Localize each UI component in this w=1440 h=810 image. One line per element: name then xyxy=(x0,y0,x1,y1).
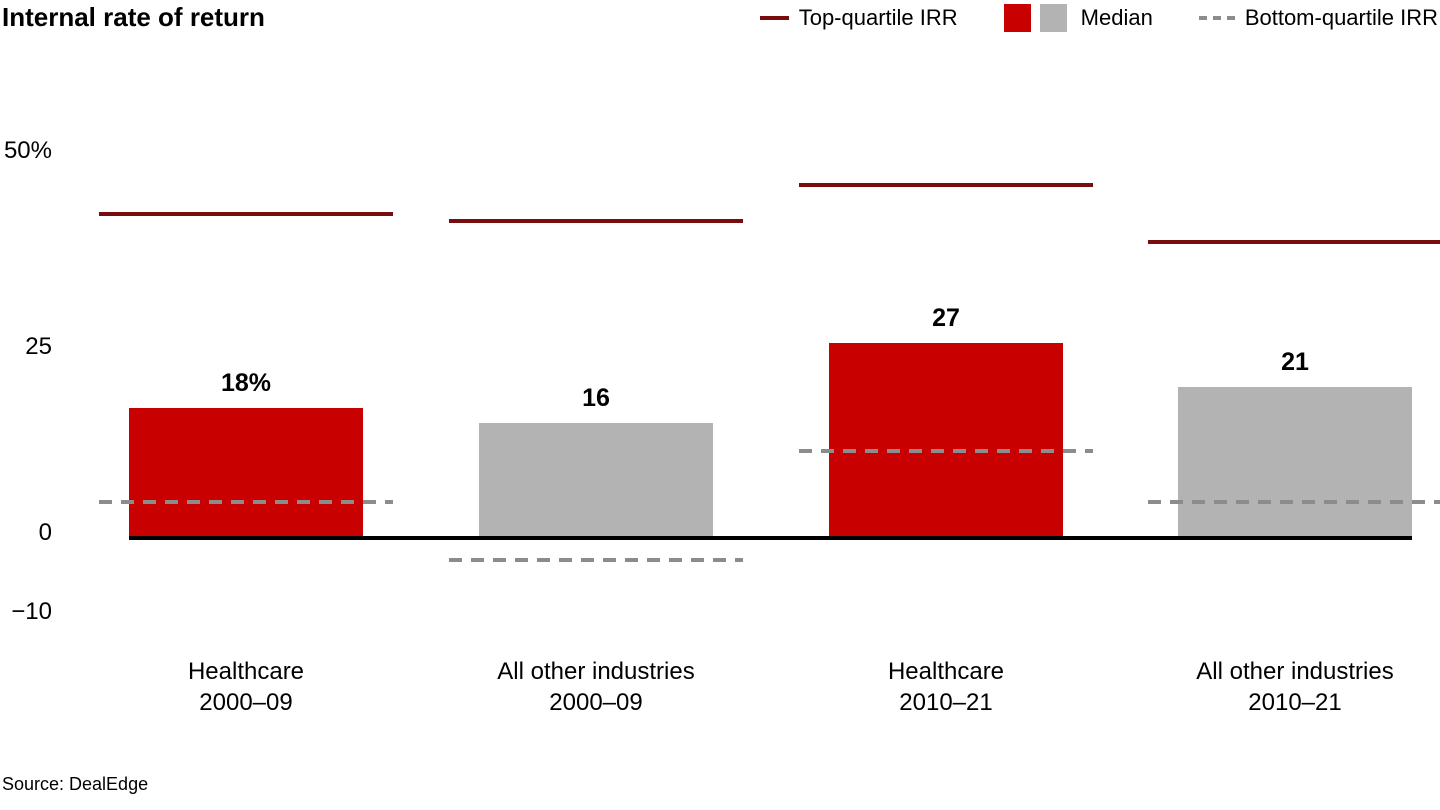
y-axis-tick-label: 0 xyxy=(38,519,52,546)
legend-label-bottom-quartile: Bottom-quartile IRR xyxy=(1244,5,1438,30)
x-axis-baseline xyxy=(129,536,1412,540)
category-label: Healthcare 2000–09 xyxy=(86,656,406,718)
legend-item-bottom-quartile: Bottom-quartile IRR xyxy=(1198,5,1438,31)
top-quartile-line xyxy=(799,182,1093,187)
bottom-quartile-dash-icon xyxy=(1198,16,1235,20)
category-label: All other industries 2010–21 xyxy=(1135,656,1440,718)
median-bar xyxy=(1178,386,1412,538)
category-label-line1: Healthcare xyxy=(887,658,1005,685)
category-label-line2: 2010–21 xyxy=(899,689,993,716)
median-healthcare-swatch-icon xyxy=(1003,4,1031,32)
legend-label-median: Median xyxy=(1080,5,1153,30)
y-axis-tick-label: 50% xyxy=(3,137,52,164)
source-note: Source: DealEdge xyxy=(2,774,149,794)
category-label-line2: 2010–21 xyxy=(1248,689,1342,716)
median-value-label: 27 xyxy=(932,304,960,333)
legend-item-median: Median xyxy=(1003,4,1153,32)
y-axis-tick-label: −10 xyxy=(11,598,52,625)
top-quartile-line xyxy=(449,218,743,223)
median-value-label: 18% xyxy=(220,369,272,398)
median-bar xyxy=(829,343,1063,538)
category-label-line2: 2000–09 xyxy=(199,689,293,716)
category-label-line1: All other industries xyxy=(1196,658,1394,685)
legend-label-top-quartile: Top-quartile IRR xyxy=(798,5,958,30)
category-label-line1: Healthcare xyxy=(187,658,305,685)
y-axis-tick-label: 25 xyxy=(25,333,52,360)
legend-item-top-quartile: Top-quartile IRR xyxy=(759,5,958,31)
top-quartile-line xyxy=(1148,240,1440,245)
chart-title: Internal rate of return xyxy=(2,2,265,32)
bottom-quartile-line xyxy=(1148,499,1440,504)
bottom-quartile-line xyxy=(99,499,393,504)
top-quartile-line xyxy=(99,211,393,216)
bottom-quartile-line xyxy=(799,449,1093,454)
median-bar xyxy=(479,422,713,538)
median-other-industries-swatch-icon xyxy=(1039,4,1067,32)
category-label: Healthcare 2010–21 xyxy=(786,656,1106,718)
legend: Top-quartile IRR Median Bottom-quartile … xyxy=(759,4,1438,32)
category-label: All other industries 2000–09 xyxy=(436,656,756,718)
median-bar xyxy=(129,408,363,538)
median-value-label: 16 xyxy=(582,383,610,412)
category-label-line1: All other industries xyxy=(497,658,695,685)
median-value-label: 21 xyxy=(1281,347,1309,376)
category-label-line2: 2000–09 xyxy=(549,689,643,716)
top-quartile-line-icon xyxy=(759,16,789,20)
bottom-quartile-line xyxy=(449,557,743,562)
